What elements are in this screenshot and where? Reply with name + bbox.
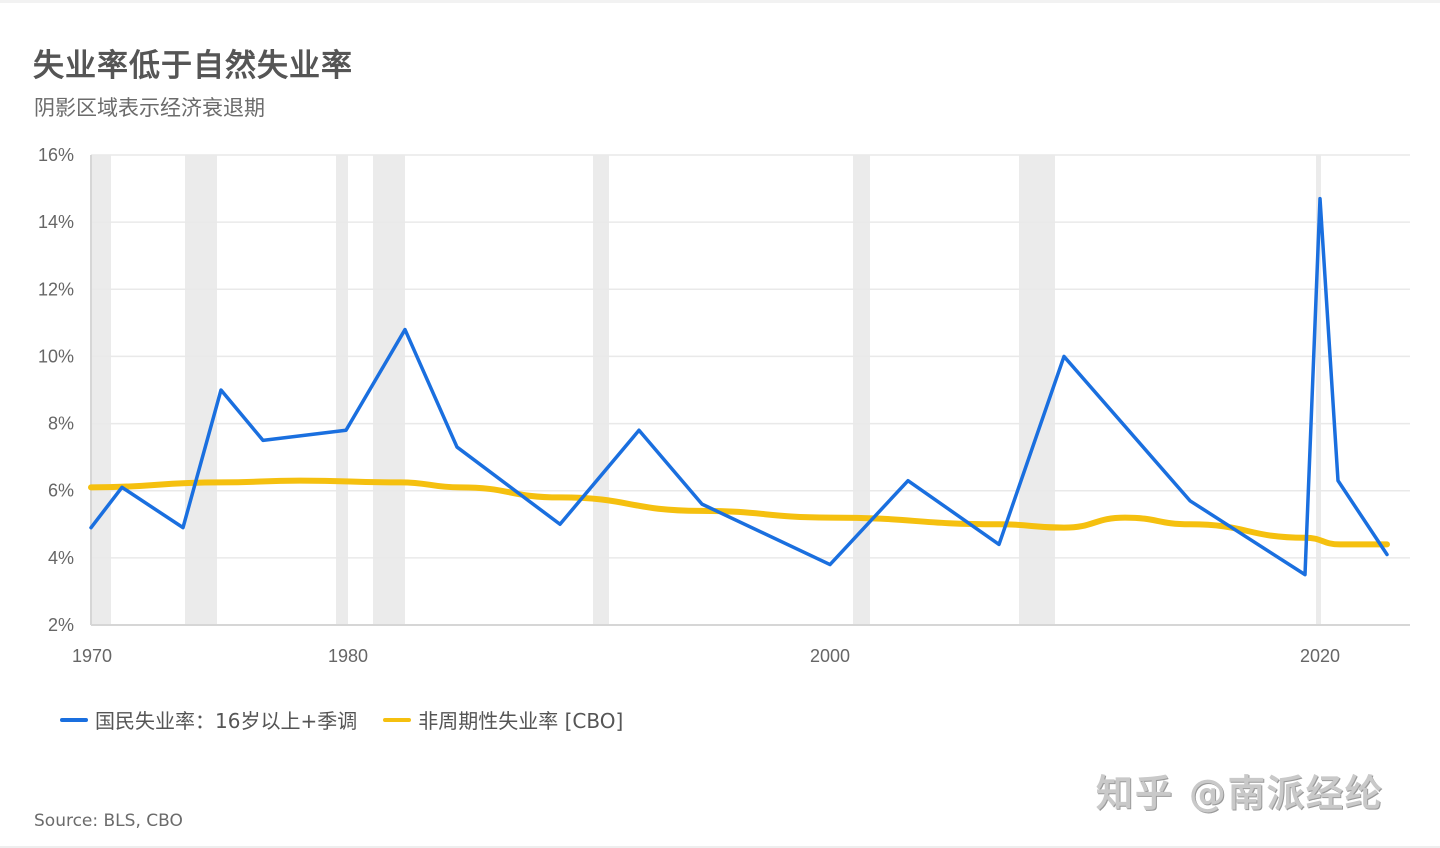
unemployment-rate-line [89,196,1389,577]
chart-subtitle: 阴影区域表示经济衰退期 [34,96,265,120]
x-axis-ticks: 1970 1980 2000 2020 [72,646,1340,666]
y-tick-label: 12% [38,279,74,299]
y-tick-label: 6% [48,481,74,501]
recession-band [593,155,609,625]
legend-item-natural-rate[interactable]: 非周期性失业率 [CBO] [383,705,623,734]
y-axis-ticks: 2% 4% 6% 8% 10% 12% 14% 16% [38,145,74,635]
grid-lines [90,154,1410,626]
legend-label: 非周期性失业率 [CBO] [418,709,624,733]
y-tick-label: 8% [48,414,74,434]
x-tick-label: 1980 [328,646,368,666]
chart-title: 失业率低于自然失业率 [33,48,353,84]
recession-band [1316,155,1321,625]
y-tick-label: 16% [38,145,74,165]
legend-swatch-blue [60,717,88,722]
legend-label: 国民失业率：16岁以上+季调 [95,709,358,733]
legend-swatch-yellow [383,717,412,722]
watermark: 知乎 @南派经纶 [1096,772,1384,815]
recession-band [91,155,111,625]
recession-band [336,155,348,625]
x-tick-label: 1970 [72,646,112,666]
chart-legend: 国民失业率：16岁以上+季调 非周期性失业率 [CBO] [60,705,649,734]
recession-band [185,155,217,625]
legend-item-unemployment-rate[interactable]: 国民失业率：16岁以上+季调 [60,705,357,734]
x-tick-label: 2000 [810,646,850,666]
y-tick-label: 10% [38,346,74,366]
source-note: Source: BLS, CBO [34,811,183,831]
recession-bands [91,155,1321,625]
recession-band [373,155,405,625]
x-tick-label: 2020 [1300,646,1340,666]
y-tick-label: 2% [48,615,74,635]
recession-band [853,155,870,625]
data-series [88,196,1390,577]
recession-band [1019,155,1055,625]
y-tick-label: 14% [38,212,74,232]
y-tick-label: 4% [48,548,74,568]
